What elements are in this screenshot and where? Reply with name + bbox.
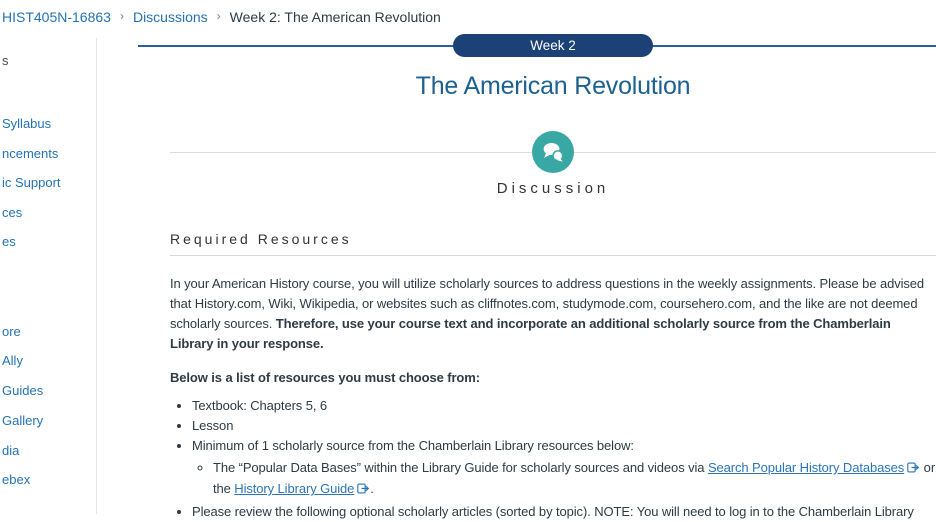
sidebar-item-bookstore[interactable]: ore xyxy=(2,324,21,339)
main-content: Week 2 The American Revolution Discussio… xyxy=(98,30,936,519)
course-nav-sidebar: s Syllabus ncements ic Support ces es or… xyxy=(0,38,97,514)
intro-paragraph-text: In your American History course, you wil… xyxy=(170,276,925,331)
list-item-library-links: The “Popular Data Bases” within the Libr… xyxy=(213,458,936,500)
intro-paragraph-bold: Therefore, use your course text and inco… xyxy=(170,316,891,351)
sidebar-item-active-discussions[interactable]: s xyxy=(2,53,9,68)
sidebar-item-announcements[interactable]: ncements xyxy=(2,146,59,161)
library-sub-list: The “Popular Data Bases” within the Libr… xyxy=(192,458,936,500)
breadcrumb-separator: › xyxy=(216,8,221,23)
sub-bullet-text-3: . xyxy=(370,481,374,496)
sub-bullet-text-1: The “Popular Data Bases” within the Libr… xyxy=(213,460,708,475)
discussion-section-label: Discussion xyxy=(496,180,610,197)
list-item-optional-articles: Please review the following optional sch… xyxy=(192,502,936,522)
list-intro: Below is a list of resources you must ch… xyxy=(170,370,480,385)
intro-paragraph: In your American History course, you wil… xyxy=(170,274,936,354)
resources-list: Textbook: Chapters 5, 6 Lesson Minimum o… xyxy=(170,396,936,522)
list-item-scholarly-source: Minimum of 1 scholarly source from the C… xyxy=(192,436,936,500)
week-badge: Week 2 xyxy=(453,34,653,57)
sidebar-item-ally[interactable]: Ally xyxy=(2,353,23,368)
sidebar-item-gallery[interactable]: Gallery xyxy=(2,413,44,428)
list-item-lesson: Lesson xyxy=(192,416,936,436)
breadcrumb-discussions-link[interactable]: Discussions xyxy=(132,8,208,25)
sidebar-item-syllabus[interactable]: Syllabus xyxy=(2,116,52,131)
breadcrumb-current-page: Week 2: The American Revolution xyxy=(229,8,441,25)
sidebar-item-media[interactable]: dia xyxy=(2,443,20,458)
sidebar-item-webex[interactable]: ebex xyxy=(2,472,31,487)
sub-bullet-text-2: or the xyxy=(213,460,936,496)
page-body: s Syllabus ncements ic Support ces es or… xyxy=(0,30,936,519)
sidebar-item-academic-support[interactable]: ic Support xyxy=(2,175,61,190)
breadcrumb: HIST405N-16863 › Discussions › Week 2: T… xyxy=(0,0,936,30)
page-title: The American Revolution xyxy=(415,72,691,100)
breadcrumb-separator: › xyxy=(119,8,124,23)
discussion-chat-icon xyxy=(532,131,574,173)
sidebar-item-grades[interactable]: es xyxy=(2,234,16,249)
list-item-scholarly-source-text: Minimum of 1 scholarly source from the C… xyxy=(192,438,634,453)
sidebar-item-library-guides[interactable]: Guides xyxy=(2,383,44,398)
external-link-icon xyxy=(357,480,370,500)
required-resources-heading: Required Resources xyxy=(170,231,936,256)
sidebar-item-resources[interactable]: ces xyxy=(2,205,23,220)
external-link-icon xyxy=(907,459,920,479)
search-popular-history-databases-link[interactable]: Search Popular History Databases xyxy=(707,460,905,475)
history-library-guide-link[interactable]: History Library Guide xyxy=(234,481,355,496)
week-header-row: Week 2 xyxy=(138,34,936,58)
list-item-textbook: Textbook: Chapters 5, 6 xyxy=(192,396,936,416)
discussion-icon-row xyxy=(170,131,936,175)
breadcrumb-course-link[interactable]: HIST405N-16863 xyxy=(2,8,111,25)
